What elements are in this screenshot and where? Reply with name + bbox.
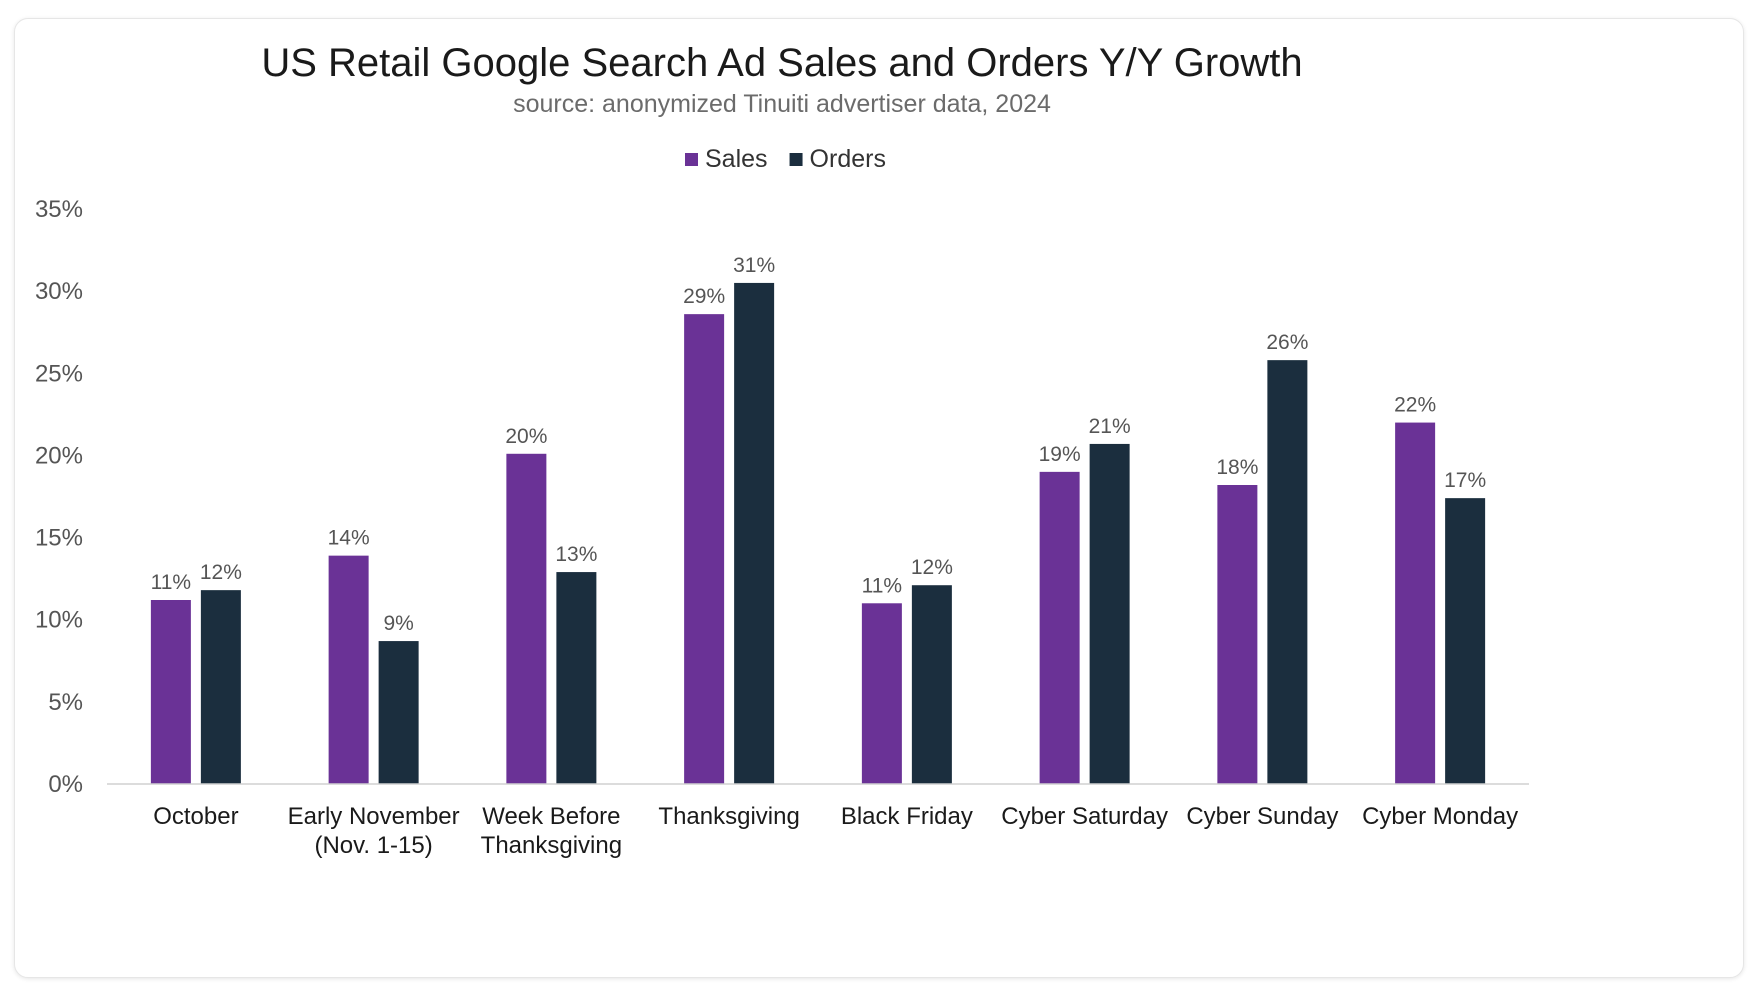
x-tick-label: Early November [288, 803, 460, 830]
orders-bar [911, 585, 952, 784]
y-tick-label: 0% [48, 771, 83, 798]
x-tick-label: Cyber Sunday [1186, 803, 1338, 830]
orders-data-label: 21% [1089, 415, 1131, 438]
orders-bar [1089, 443, 1130, 784]
orders-bar [1267, 360, 1308, 784]
x-tick-label: Cyber Saturday [1001, 803, 1168, 830]
sales-bar [1217, 485, 1258, 784]
sales-data-label: 18% [1216, 456, 1258, 479]
y-tick-label: 30% [35, 278, 83, 305]
orders-bar [734, 282, 775, 784]
x-tick-label: Week Before [482, 803, 620, 830]
chart-card: US Retail Google Search Ad Sales and Ord… [14, 18, 1744, 978]
chart-subtitle: source: anonymized Tinuiti advertiser da… [513, 90, 1051, 118]
sales-data-label: 20% [505, 425, 547, 448]
y-axis: 0% 5% 10% 15% 20% 25% 30% 35% [35, 196, 83, 798]
orders-bar [378, 641, 419, 784]
sales-legend-label: Sales [705, 145, 768, 173]
sales-bar [1395, 422, 1436, 784]
sales-data-label: 19% [1039, 443, 1081, 466]
chart-legend: Sales Orders [685, 145, 886, 173]
data-labels: 11% 12% 14% 9% 20% 13% 29% 31% 11% 12% 19% 21% 18% 26… [151, 254, 1487, 635]
sales-data-label: 11% [151, 571, 191, 594]
orders-data-label: 12% [911, 556, 953, 579]
sales-bar [150, 600, 191, 784]
orders-bar [556, 572, 597, 784]
x-tick-label: Thanksgiving [658, 803, 799, 830]
sales-bar [684, 314, 725, 784]
x-tick-label: Black Friday [841, 803, 973, 830]
orders-data-label: 26% [1266, 331, 1308, 354]
orders-legend-label: Orders [810, 145, 886, 173]
orders-bar [200, 590, 241, 784]
y-tick-label: 5% [48, 689, 83, 716]
sales-bar [328, 555, 369, 784]
orders-data-label: 13% [555, 543, 597, 566]
sales-data-label: 29% [683, 285, 725, 308]
orders-legend-swatch [789, 153, 803, 166]
sales-data-label: 11% [862, 574, 902, 597]
chart: US Retail Google Search Ad Sales and Ord… [35, 41, 1529, 859]
sales-bar [506, 453, 547, 784]
sales-data-label: 22% [1394, 394, 1436, 417]
x-tick-label: Cyber Monday [1362, 803, 1518, 830]
x-tick-label: (Nov. 1-15) [314, 832, 432, 859]
chart-title: US Retail Google Search Ad Sales and Ord… [261, 41, 1302, 85]
orders-data-label: 9% [383, 612, 413, 635]
y-tick-label: 10% [35, 607, 83, 634]
sales-bar [1039, 471, 1080, 784]
bars [150, 282, 1486, 784]
orders-data-label: 12% [200, 561, 242, 584]
orders-data-label: 31% [733, 254, 775, 277]
sales-legend-swatch [685, 153, 698, 166]
y-tick-label: 35% [35, 196, 83, 223]
orders-bar [1445, 498, 1486, 784]
x-tick-label: October [153, 803, 238, 830]
x-tick-label: Thanksgiving [481, 832, 622, 859]
y-tick-label: 20% [35, 442, 83, 469]
sales-data-label: 14% [328, 527, 370, 550]
y-tick-label: 25% [35, 360, 83, 387]
sales-bar [861, 603, 902, 784]
orders-data-label: 17% [1444, 469, 1486, 492]
x-axis: October Early November(Nov. 1-15) Week Bef… [107, 783, 1529, 859]
y-tick-label: 15% [35, 525, 83, 552]
